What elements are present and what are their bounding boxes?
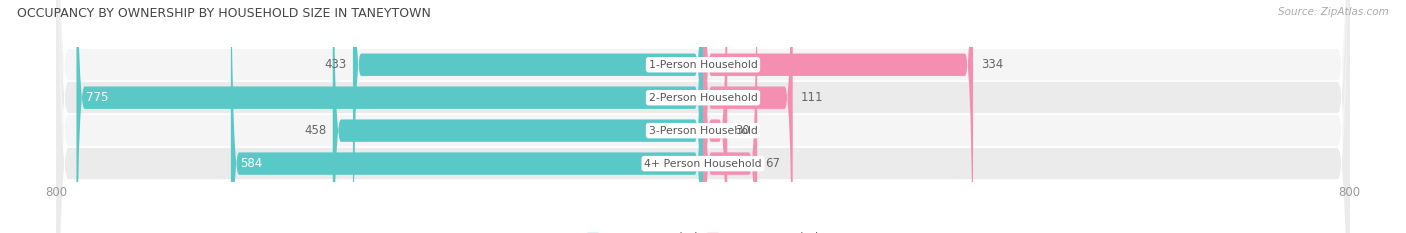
FancyBboxPatch shape [231, 0, 703, 233]
Text: 584: 584 [240, 157, 263, 170]
FancyBboxPatch shape [56, 0, 1350, 233]
FancyBboxPatch shape [76, 0, 703, 233]
FancyBboxPatch shape [703, 0, 758, 233]
FancyBboxPatch shape [56, 0, 1350, 233]
Text: 67: 67 [765, 157, 780, 170]
Text: 111: 111 [801, 91, 824, 104]
Legend: Owner-occupied, Renter-occupied: Owner-occupied, Renter-occupied [582, 228, 824, 233]
Text: Source: ZipAtlas.com: Source: ZipAtlas.com [1278, 7, 1389, 17]
Text: 433: 433 [325, 58, 346, 71]
Text: 3-Person Household: 3-Person Household [648, 126, 758, 136]
Text: 30: 30 [735, 124, 749, 137]
FancyBboxPatch shape [56, 0, 1350, 233]
Text: 458: 458 [304, 124, 326, 137]
FancyBboxPatch shape [703, 0, 793, 233]
FancyBboxPatch shape [353, 0, 703, 233]
Text: 1-Person Household: 1-Person Household [648, 60, 758, 70]
Text: 4+ Person Household: 4+ Person Household [644, 159, 762, 169]
FancyBboxPatch shape [703, 0, 727, 233]
FancyBboxPatch shape [56, 0, 1350, 233]
Text: 334: 334 [981, 58, 1004, 71]
FancyBboxPatch shape [703, 0, 973, 233]
Text: OCCUPANCY BY OWNERSHIP BY HOUSEHOLD SIZE IN TANEYTOWN: OCCUPANCY BY OWNERSHIP BY HOUSEHOLD SIZE… [17, 7, 430, 20]
Text: 2-Person Household: 2-Person Household [648, 93, 758, 103]
FancyBboxPatch shape [333, 0, 703, 233]
Text: 775: 775 [86, 91, 108, 104]
